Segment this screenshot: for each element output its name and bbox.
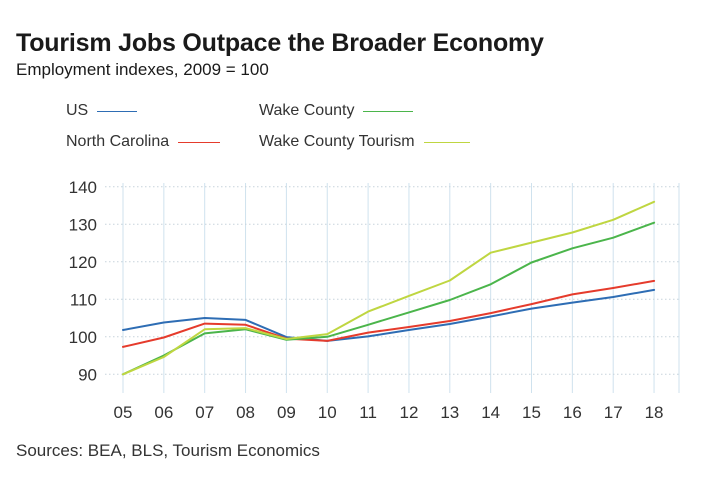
legend-swatch-north-carolina — [178, 141, 221, 143]
x-tick-label: 14 — [481, 403, 500, 422]
x-tick-label: 05 — [114, 403, 133, 422]
legend-swatch-us — [97, 110, 138, 112]
series-line-wake-county-tourism — [122, 200, 656, 376]
series-line-wake-county — [122, 221, 656, 376]
x-tick-label: 18 — [645, 403, 664, 422]
x-tick-label: 15 — [522, 403, 541, 422]
y-tick-label: 130 — [69, 215, 97, 234]
y-tick-label: 100 — [69, 328, 97, 347]
x-tick-label: 16 — [563, 403, 582, 422]
x-tick-label: 08 — [236, 403, 255, 422]
x-tick-label: 13 — [440, 403, 459, 422]
chart-title: Tourism Jobs Outpace the Broader Economy — [16, 29, 544, 57]
x-tick-label: 10 — [318, 403, 337, 422]
legend-label-wake-county: Wake County — [259, 102, 355, 119]
legend-item-wake-county-tourism: Wake County Tourism — [259, 132, 470, 152]
x-tick-label: 06 — [154, 403, 173, 422]
series-line-us — [122, 288, 656, 342]
source-note: Sources: BEA, BLS, Tourism Economics — [16, 441, 320, 460]
x-tick-label: 11 — [359, 403, 377, 422]
x-tick-label: 12 — [399, 403, 418, 422]
legend-item-north-carolina: North Carolina — [66, 132, 221, 152]
y-tick-label: 140 — [69, 178, 97, 197]
legend-label-north-carolina: North Carolina — [66, 133, 170, 150]
x-tick-label: 07 — [195, 403, 214, 422]
legend-label-us: US — [66, 102, 89, 119]
legend-swatch-wake-county — [363, 110, 414, 112]
legend-item-us: US — [66, 101, 138, 121]
legend-swatch-wake-county-tourism — [423, 141, 470, 143]
y-tick-label: 110 — [70, 290, 97, 309]
series-line-north-carolina — [122, 279, 656, 348]
x-tick-label: 17 — [604, 403, 623, 422]
legend-item-wake-county: Wake County — [259, 101, 414, 121]
chart-subtitle: Employment indexes, 2009 = 100 — [16, 60, 269, 79]
x-tick-label: 09 — [277, 403, 296, 422]
legend-label-wake-county-tourism: Wake County Tourism — [259, 133, 415, 150]
y-tick-label: 90 — [78, 365, 97, 384]
y-tick-label: 120 — [69, 253, 97, 272]
